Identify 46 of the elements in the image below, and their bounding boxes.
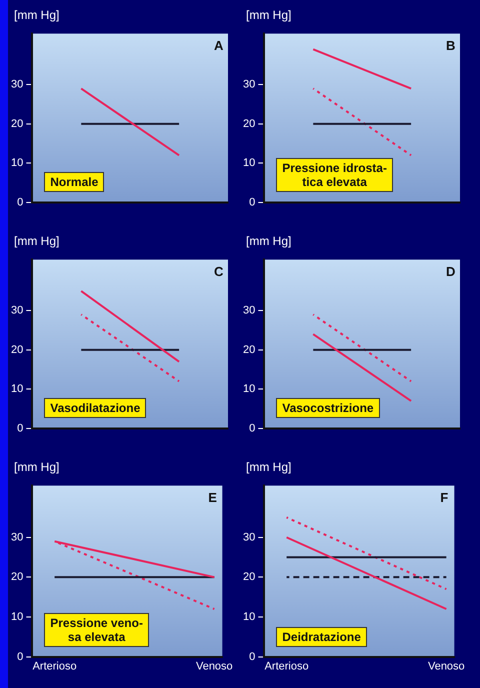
y-tick-label: 30 (10, 304, 24, 317)
y-axis-title: [mm Hg] (246, 234, 292, 248)
y-tick-label: 30 (242, 78, 256, 91)
y-tick-label: 20 (10, 571, 24, 584)
annotation: E (208, 490, 217, 505)
y-tick-label: 30 (242, 531, 256, 544)
y-tick-label: 0 (17, 422, 24, 434)
y-tick-label: 20 (10, 118, 24, 130)
annotation: Normale (44, 172, 104, 192)
annotation: Pressione veno- sa elevata (44, 612, 149, 647)
y-axis-title: [mm Hg] (246, 8, 292, 22)
y-axis-title: [mm Hg] (14, 234, 60, 248)
y-tick-label: 10 (242, 611, 256, 624)
annotation: Vasodilatazione (44, 398, 146, 418)
y-tick-label: 10 (10, 157, 24, 170)
y-tick-label: 10 (242, 383, 256, 396)
annotation: C (214, 264, 224, 279)
y-tick-label: 20 (10, 344, 24, 356)
y-tick-label: 0 (249, 422, 256, 434)
y-tick-label: 30 (242, 304, 256, 317)
y-axis-title: [mm Hg] (246, 460, 292, 474)
annotation: Vasocostrizione (276, 398, 380, 418)
annotation: F (440, 490, 448, 505)
y-tick-label: 20 (242, 571, 256, 584)
y-tick-label: 20 (242, 118, 256, 130)
y-tick-label: 30 (10, 78, 24, 91)
y-tick-label: 10 (10, 383, 24, 396)
annotation: B (446, 38, 456, 53)
annotation: D (446, 264, 456, 279)
annotation: Deidratazione (276, 626, 367, 647)
annotation: A (214, 38, 224, 53)
annotation: Pressione idrosta- tica elevata (276, 158, 393, 192)
x-tick-label: Arterioso (32, 660, 77, 672)
y-tick-label: 30 (10, 531, 24, 544)
y-axis-title: [mm Hg] (14, 8, 60, 22)
y-axis-title: [mm Hg] (14, 460, 60, 474)
x-tick-label: Arterioso (264, 660, 309, 672)
y-tick-label: 0 (249, 650, 256, 663)
y-tick-label: 10 (242, 157, 256, 170)
y-tick-label: 0 (17, 196, 24, 208)
y-tick-label: 10 (10, 611, 24, 624)
x-tick-label: Venoso (196, 660, 233, 672)
x-tick-label: Venoso (428, 660, 465, 672)
y-tick-label: 0 (249, 196, 256, 208)
y-tick-label: 0 (17, 650, 24, 663)
y-tick-label: 20 (242, 344, 256, 356)
